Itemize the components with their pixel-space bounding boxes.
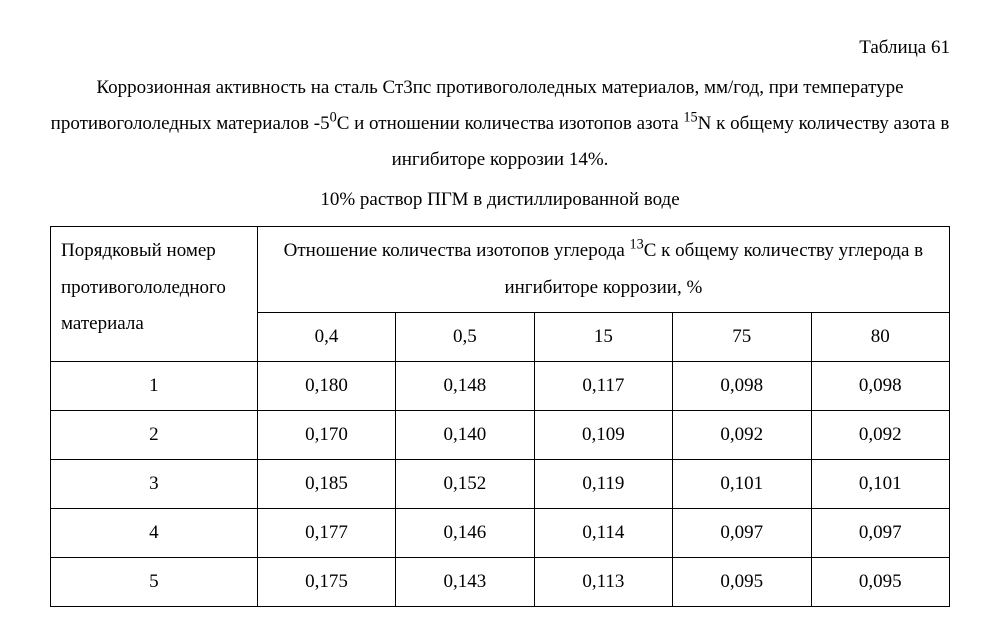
column-header: 80 — [811, 312, 949, 361]
table-row: 10,1800,1480,1170,0980,098 — [51, 361, 950, 410]
row-id-cell: 5 — [51, 558, 258, 607]
column-header: 15 — [534, 312, 672, 361]
data-cell: 0,101 — [673, 459, 811, 508]
data-cell: 0,097 — [811, 509, 949, 558]
table-body: 10,1800,1480,1170,0980,09820,1700,1400,1… — [51, 361, 950, 606]
data-cell: 0,098 — [673, 361, 811, 410]
data-cell: 0,095 — [673, 558, 811, 607]
row-id-cell: 3 — [51, 459, 258, 508]
table-number-label: Таблица 61 — [50, 30, 950, 66]
data-cell: 0,185 — [257, 459, 395, 508]
row-id-cell: 2 — [51, 410, 258, 459]
data-cell: 0,180 — [257, 361, 395, 410]
table-row: 40,1770,1460,1140,0970,097 — [51, 509, 950, 558]
data-cell: 0,146 — [396, 509, 534, 558]
data-cell: 0,119 — [534, 459, 672, 508]
data-cell: 0,175 — [257, 558, 395, 607]
data-cell: 0,095 — [811, 558, 949, 607]
table-row: 20,1700,1400,1090,0920,092 — [51, 410, 950, 459]
table-row: 30,1850,1520,1190,1010,101 — [51, 459, 950, 508]
data-cell: 0,092 — [673, 410, 811, 459]
table-subcaption: 10% раствор ПГМ в дистиллированной воде — [50, 182, 950, 218]
data-cell: 0,097 — [673, 509, 811, 558]
row-id-cell: 1 — [51, 361, 258, 410]
data-cell: 0,140 — [396, 410, 534, 459]
data-cell: 0,143 — [396, 558, 534, 607]
data-cell: 0,101 — [811, 459, 949, 508]
data-table: Порядковый номер противогололедного мате… — [50, 226, 950, 607]
data-cell: 0,114 — [534, 509, 672, 558]
data-cell: 0,170 — [257, 410, 395, 459]
data-cell: 0,098 — [811, 361, 949, 410]
column-header: 75 — [673, 312, 811, 361]
data-cell: 0,117 — [534, 361, 672, 410]
row-id-cell: 4 — [51, 509, 258, 558]
data-cell: 0,152 — [396, 459, 534, 508]
table-caption: Коррозионная активность на сталь Ст3пс п… — [50, 70, 950, 178]
data-cell: 0,109 — [534, 410, 672, 459]
row-header: Порядковый номер противогололедного мате… — [51, 227, 258, 361]
data-cell: 0,113 — [534, 558, 672, 607]
data-cell: 0,092 — [811, 410, 949, 459]
column-header: 0,4 — [257, 312, 395, 361]
data-cell: 0,177 — [257, 509, 395, 558]
column-group-header: Отношение количества изотопов углерода 1… — [257, 227, 949, 312]
table-row: 50,1750,1430,1130,0950,095 — [51, 558, 950, 607]
column-header: 0,5 — [396, 312, 534, 361]
data-cell: 0,148 — [396, 361, 534, 410]
